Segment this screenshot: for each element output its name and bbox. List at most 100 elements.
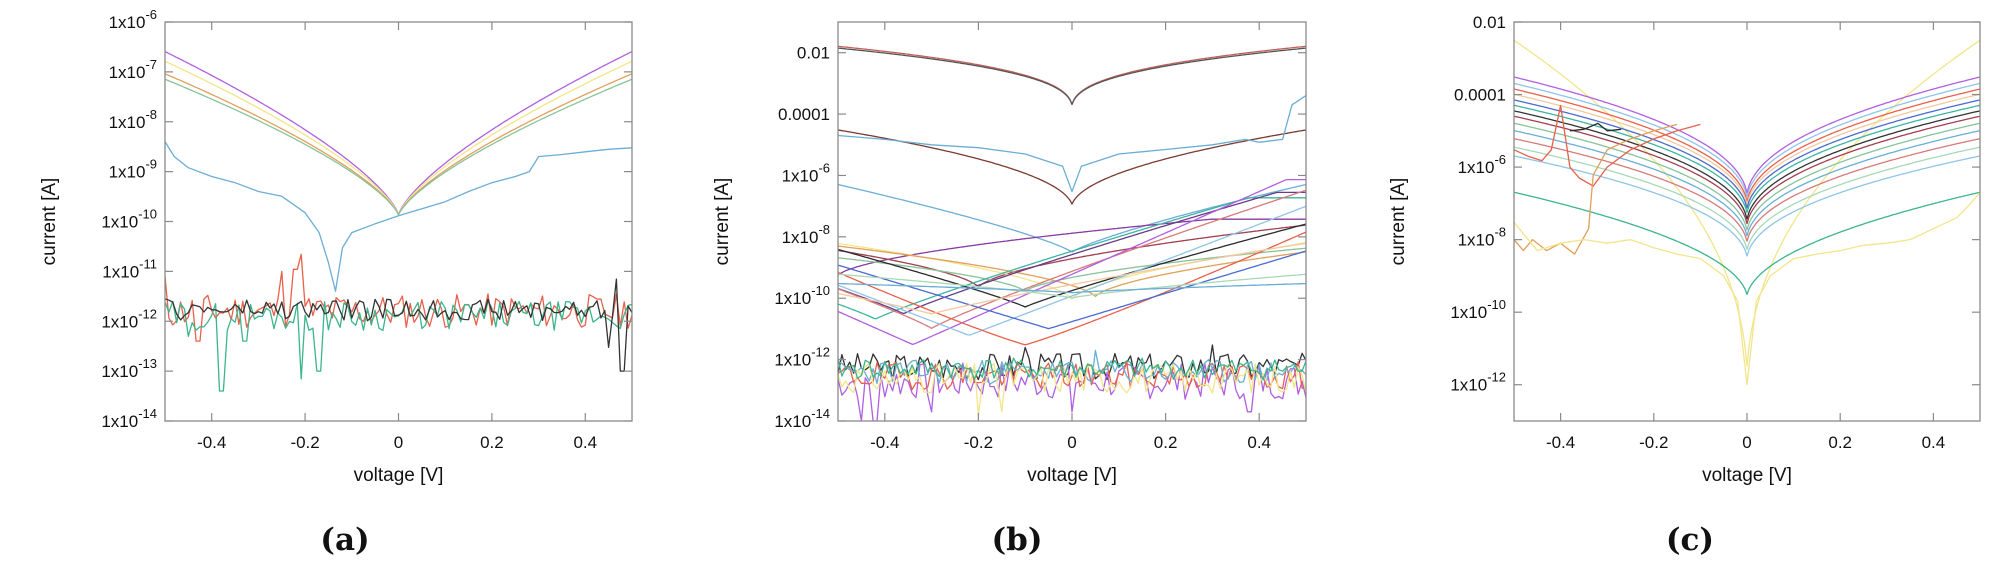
y-tick-label: 0.0001 bbox=[778, 105, 830, 124]
series-line-11 bbox=[1514, 129, 1980, 237]
series-line-4 bbox=[1514, 88, 1980, 202]
y-tick-label: 1x10-12 bbox=[101, 306, 157, 331]
series-line-18 bbox=[1514, 191, 1980, 386]
y-tick-label: 1x10-8 bbox=[1458, 225, 1506, 250]
series-line-5 bbox=[1514, 93, 1980, 205]
series-line-14 bbox=[1514, 155, 1980, 257]
series-line-15 bbox=[1514, 191, 1980, 296]
series-line-10 bbox=[1514, 122, 1980, 231]
series-line-23 bbox=[838, 362, 1306, 421]
series-line-12 bbox=[1514, 138, 1980, 242]
chart-panel-3: -0.4 -0.2 0 0.2 0.4 1x10-12 1x10-10 1x10-8 1x10-… bbox=[1388, 13, 1981, 558]
y-tick-label: 1x10-8 bbox=[782, 222, 830, 247]
y-tick-label: 1x10-12 bbox=[1450, 370, 1506, 395]
chart-panel-2: -0.4 -0.2 0 0.2 0.4 1x10-14 1x10-12 1x10-10 1x10… bbox=[712, 21, 1307, 558]
series-line-6 bbox=[165, 253, 632, 342]
series-line-4 bbox=[838, 95, 1306, 193]
series-line-27 bbox=[838, 357, 1306, 381]
x-tick-label: 0.4 bbox=[1922, 433, 1946, 452]
series-line-17 bbox=[1514, 123, 1678, 255]
series-line-1 bbox=[165, 51, 632, 215]
series-group bbox=[165, 51, 632, 392]
series-line-3 bbox=[1514, 82, 1980, 198]
y-tick-label: 1x10-10 bbox=[1450, 297, 1506, 322]
series-line-1 bbox=[1514, 39, 1980, 367]
series-line-12 bbox=[838, 191, 1306, 315]
x-tick-label: -0.2 bbox=[1639, 433, 1668, 452]
series-line-5 bbox=[165, 141, 632, 292]
y-tick-label: 1x10-11 bbox=[102, 256, 157, 281]
series-line-8 bbox=[1514, 110, 1980, 220]
y-tick-label: 1x10-7 bbox=[109, 57, 157, 82]
x-tick-label: -0.4 bbox=[1546, 433, 1575, 452]
y-tick-label: 0.01 bbox=[1473, 13, 1506, 32]
series-line-20 bbox=[838, 273, 1306, 299]
y-axis-label: current [A] bbox=[39, 178, 60, 266]
series-line-6 bbox=[838, 218, 1306, 276]
series-line-8 bbox=[165, 278, 632, 372]
x-tick-label: 0.2 bbox=[1828, 433, 1852, 452]
series-line-2 bbox=[1514, 76, 1980, 194]
series-line-3 bbox=[838, 129, 1306, 205]
y-axis-label: current [A] bbox=[1388, 178, 1409, 266]
series-line-13 bbox=[838, 223, 1306, 308]
y-tick-label: 1x10-13 bbox=[101, 356, 157, 381]
series-line-21 bbox=[838, 282, 1306, 294]
y-tick-label: 1x10-6 bbox=[109, 7, 157, 32]
series-line-9 bbox=[838, 245, 1306, 298]
y-tick-label: 0.01 bbox=[797, 44, 830, 63]
series-line-14 bbox=[838, 189, 1306, 329]
series-line-26 bbox=[838, 362, 1306, 417]
x-axis-label: voltage [V] bbox=[1702, 465, 1792, 486]
series-line-25 bbox=[838, 349, 1306, 385]
y-tick-label: 1x10-8 bbox=[109, 107, 157, 132]
series-line-19 bbox=[1569, 122, 1622, 132]
y-tick-label: 1x10-12 bbox=[774, 345, 830, 370]
series-line-17 bbox=[838, 231, 1306, 346]
x-tick-label: -0.4 bbox=[197, 433, 226, 452]
x-tick-label: 0 bbox=[1742, 433, 1751, 452]
series-line-2 bbox=[838, 47, 1306, 106]
chart-panel-1: -0.4 -0.2 0 0.2 0.4 1x10-14 1x10-13 1x10-12 1x10… bbox=[39, 7, 633, 558]
x-tick-label: 0.4 bbox=[573, 433, 597, 452]
x-tick-label: 0 bbox=[1067, 433, 1076, 452]
x-tick-label: 0.2 bbox=[480, 433, 504, 452]
x-axis-label: voltage [V] bbox=[354, 465, 444, 486]
y-tick-label: 1x10-6 bbox=[782, 160, 830, 185]
y-axis-label: current [A] bbox=[712, 178, 733, 266]
series-line-6 bbox=[1514, 99, 1980, 209]
series-line-7 bbox=[165, 300, 632, 392]
y-tick-label: 1x10-14 bbox=[101, 406, 157, 431]
series-line-15 bbox=[838, 178, 1306, 346]
series-line-1 bbox=[838, 45, 1306, 105]
y-tick-label: 1x10-10 bbox=[774, 283, 830, 308]
series-line-19 bbox=[838, 242, 1306, 315]
series-line-13 bbox=[1514, 146, 1980, 250]
x-tick-label: -0.4 bbox=[870, 433, 899, 452]
panel-label: (a) bbox=[320, 522, 369, 558]
x-tick-label: -0.2 bbox=[964, 433, 993, 452]
x-tick-label: 0 bbox=[394, 433, 403, 452]
series-line-16 bbox=[838, 205, 1306, 336]
series-group bbox=[838, 45, 1306, 421]
x-axis-label: voltage [V] bbox=[1027, 465, 1117, 486]
plot-frame bbox=[164, 21, 633, 422]
y-tick-label: 1x10-6 bbox=[1458, 152, 1506, 177]
y-tick-label: 0.0001 bbox=[1454, 86, 1506, 105]
series-line-16 bbox=[1514, 104, 1701, 187]
series-line-18 bbox=[838, 250, 1306, 330]
series-line-2 bbox=[165, 60, 632, 215]
series-line-5 bbox=[838, 183, 1306, 253]
y-tick-label: 1x10-14 bbox=[774, 406, 830, 431]
series-line-7 bbox=[838, 224, 1306, 288]
series-line-11 bbox=[838, 197, 1306, 320]
x-tick-label: 0.4 bbox=[1247, 433, 1271, 452]
panel-label: (b) bbox=[991, 522, 1042, 558]
plot-frame bbox=[837, 21, 1307, 422]
y-tick-label: 1x10-9 bbox=[109, 157, 157, 182]
panel-label: (c) bbox=[1666, 522, 1714, 558]
series-line-22 bbox=[838, 344, 1306, 381]
series-line-7 bbox=[1514, 104, 1980, 214]
y-tick-label: 1x10-10 bbox=[101, 207, 157, 232]
